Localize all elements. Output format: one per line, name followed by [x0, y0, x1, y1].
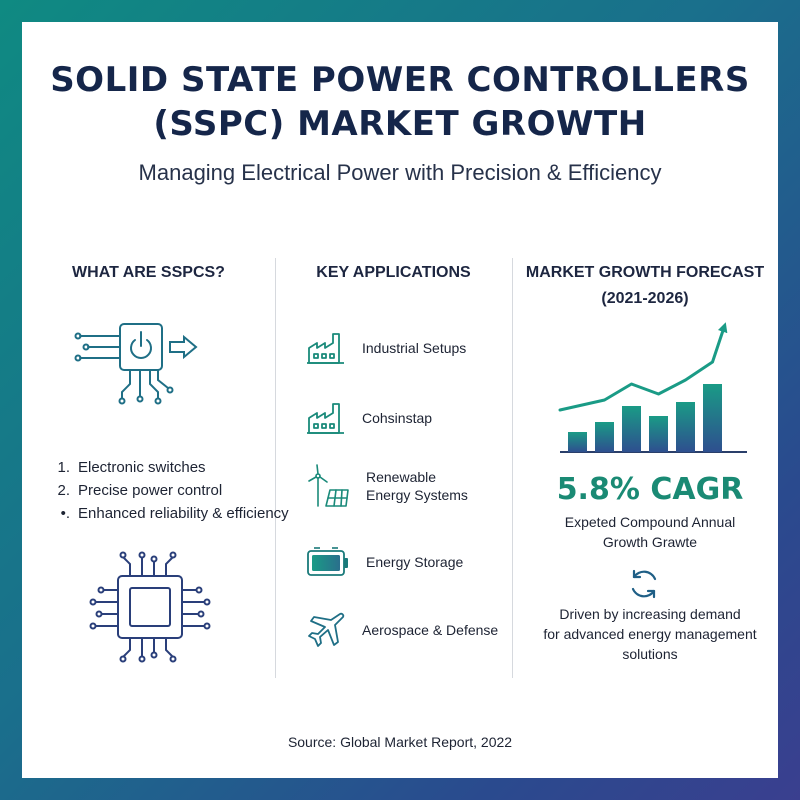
wind-solar-icon [308, 464, 349, 507]
column-divider-left [275, 258, 276, 678]
application-label: Industrial Setups [362, 340, 467, 356]
cagr-value: 5.8% CAGR [556, 472, 744, 507]
applications-heading: KEY APPLICATIONS [316, 264, 471, 281]
what-heading: WHAT ARE SSPCS? [72, 264, 225, 281]
chart-bar [676, 402, 695, 452]
application-item-cohsinstap: Cohsinstap [306, 396, 526, 440]
power-switch-circuit-icon [74, 323, 198, 405]
source-citation: Source: Global Market Report, 2022 [287, 734, 513, 750]
application-item-storage: Energy Storage [306, 540, 526, 584]
chart-bar [622, 406, 641, 452]
chart-bar [703, 384, 722, 452]
application-item-renewable: Renewable Energy Systems [306, 464, 526, 508]
cycle-arrows-icon [631, 569, 657, 599]
trend-line [558, 322, 728, 412]
application-label: Aerospace & Defense [362, 622, 499, 638]
factory-icon [307, 403, 344, 434]
growth-driver-text: Driven by increasing demand for advanced… [543, 606, 757, 662]
title-line-2: (SSPC) MARKET GROWTH [153, 104, 647, 144]
application-label: Renewable Energy Systems [366, 469, 468, 503]
factory-icon [307, 333, 344, 364]
microchip-icon [89, 551, 211, 663]
page-subtitle: Managing Electrical Power with Precision… [138, 160, 662, 185]
airplane-icon [308, 612, 345, 647]
title-line-1: SOLID STATE POWER CONTROLLERS [50, 60, 750, 100]
feature-item: •. Enhanced reliability & efficiency [60, 505, 289, 522]
application-item-industrial: Industrial Setups [306, 326, 526, 370]
growth-bar-chart [558, 322, 747, 453]
feature-item: 1. Electronic switches [57, 459, 206, 476]
chart-bar [649, 416, 668, 452]
feature-list: 1. Electronic switches 2. Precise power co… [48, 456, 289, 525]
page-title: SOLID STATE POWER CONTROLLERS (SSPC) MAR… [22, 58, 778, 146]
column-divider-right [512, 258, 513, 678]
chart-bar [568, 432, 587, 452]
battery-icon [307, 547, 348, 576]
chart-bar [595, 422, 614, 452]
feature-item: 2. Precise power control [57, 482, 223, 499]
application-item-aerospace: Aerospace & Defense [306, 608, 526, 652]
forecast-heading: MARKET GROWTH FORECAST (2021-2026) [525, 264, 765, 307]
application-label: Cohsinstap [362, 410, 433, 426]
application-label: Energy Storage [366, 554, 464, 570]
cagr-label: Expeted Compound Annual Growth Grawte [564, 514, 736, 550]
infographic-panel: SOLID STATE POWER CONTROLLERS (SSPC) MAR… [22, 22, 778, 778]
